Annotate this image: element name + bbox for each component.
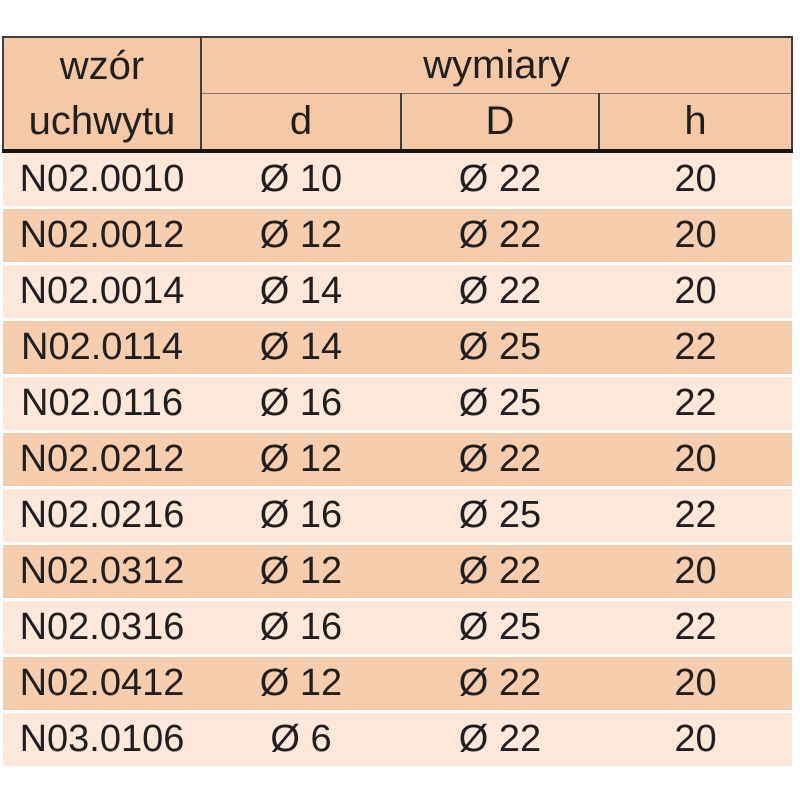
cell-code: N02.0012	[3, 207, 201, 265]
cell-d: Ø 16	[201, 599, 401, 657]
cell-code: N02.0010	[3, 151, 201, 209]
cell-D: Ø 25	[401, 487, 599, 545]
table-row: N02.0116 Ø 16 Ø 25 22	[3, 375, 793, 433]
header-col-D: D	[400, 93, 600, 153]
cell-code: N03.0106	[3, 711, 201, 769]
cell-d: Ø 16	[201, 375, 401, 433]
cell-h: 22	[599, 319, 793, 377]
cell-d: Ø 12	[201, 543, 401, 601]
cell-code: N02.0014	[3, 263, 201, 321]
cell-h: 20	[599, 151, 793, 209]
table-row: N02.0212 Ø 12 Ø 22 20	[3, 431, 793, 489]
cell-h: 20	[599, 431, 793, 489]
cell-D: Ø 22	[401, 711, 599, 769]
cell-code: N02.0212	[3, 431, 201, 489]
cell-h: 20	[599, 711, 793, 769]
table-body: N02.0010 Ø 10 Ø 22 20 N02.0012 Ø 12 Ø 22…	[3, 151, 793, 769]
table-row: N02.0412 Ø 12 Ø 22 20	[3, 655, 793, 713]
cell-d: Ø 12	[201, 431, 401, 489]
cell-h: 20	[599, 263, 793, 321]
cell-D: Ø 25	[401, 599, 599, 657]
cell-code: N02.0116	[3, 375, 201, 433]
cell-h: 22	[599, 487, 793, 545]
table-row: N02.0014 Ø 14 Ø 22 20	[3, 263, 793, 321]
cell-code: N02.0216	[3, 487, 201, 545]
table-header: wzór uchwytu wymiary d D h	[2, 36, 794, 153]
cell-D: Ø 25	[401, 319, 599, 377]
cell-D: Ø 22	[401, 543, 599, 601]
cell-d: Ø 14	[201, 263, 401, 321]
cell-d: Ø 16	[201, 487, 401, 545]
cell-d: Ø 12	[201, 655, 401, 713]
cell-D: Ø 22	[401, 263, 599, 321]
cell-code: N02.0412	[3, 655, 201, 713]
header-col-d: d	[200, 93, 402, 153]
table-row: N02.0012 Ø 12 Ø 22 20	[3, 207, 793, 265]
cell-code: N02.0312	[3, 543, 201, 601]
table-row: N02.0216 Ø 16 Ø 25 22	[3, 487, 793, 545]
cell-h: 20	[599, 207, 793, 265]
cell-D: Ø 22	[401, 431, 599, 489]
header-pattern-line2: uchwytu	[28, 98, 176, 143]
cell-d: Ø 6	[201, 711, 401, 769]
table-row: N02.0114 Ø 14 Ø 25 22	[3, 319, 793, 377]
cell-h: 22	[599, 375, 793, 433]
cell-code: N02.0114	[3, 319, 201, 377]
page-content: wzór uchwytu wymiary d D h N02.0010 Ø 10…	[2, 36, 794, 769]
header-dimensions-group: wymiary	[199, 36, 794, 94]
dimensions-table: wzór uchwytu wymiary d D h N02.0010 Ø 10…	[2, 36, 794, 769]
cell-d: Ø 10	[201, 151, 401, 209]
cell-h: 22	[599, 599, 793, 657]
header-pattern-line1: wzór	[59, 43, 145, 88]
header-row-group: wzór uchwytu wymiary	[2, 36, 794, 153]
cell-code: N02.0316	[3, 599, 201, 657]
table-row: N02.0316 Ø 16 Ø 25 22	[3, 599, 793, 657]
cell-d: Ø 12	[201, 207, 401, 265]
table-row: N02.0010 Ø 10 Ø 22 20	[3, 151, 793, 209]
cell-D: Ø 22	[401, 655, 599, 713]
table-row: N03.0106 Ø 6 Ø 22 20	[3, 711, 793, 769]
cell-h: 20	[599, 543, 793, 601]
cell-d: Ø 14	[201, 319, 401, 377]
cell-D: Ø 22	[401, 207, 599, 265]
cell-D: Ø 25	[401, 375, 599, 433]
header-row-sub: d D h	[3, 93, 794, 153]
cell-h: 20	[599, 655, 793, 713]
cell-D: Ø 22	[401, 151, 599, 209]
header-pattern-cell: wzór uchwytu	[2, 36, 202, 153]
table-row: N02.0312 Ø 12 Ø 22 20	[3, 543, 793, 601]
header-col-h: h	[597, 93, 794, 153]
